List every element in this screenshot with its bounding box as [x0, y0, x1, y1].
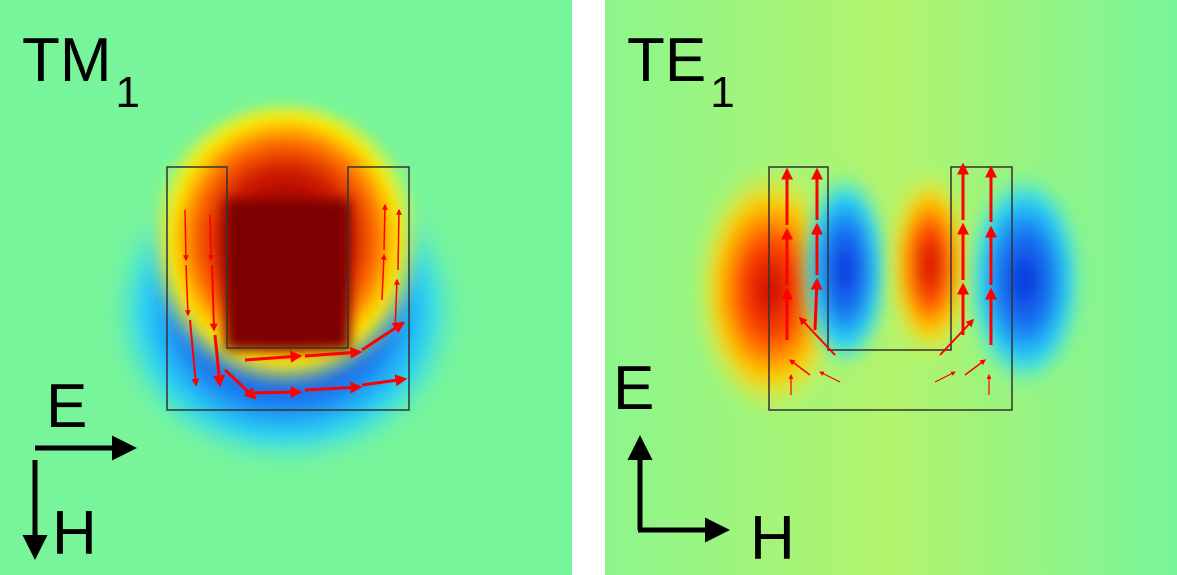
u-waveguide-outline — [166, 166, 410, 411]
mode-index: 1 — [710, 68, 735, 117]
inner-positive-lobe — [888, 170, 972, 360]
te1-field-map — [605, 0, 1177, 575]
mode-label-te1: TE1 — [627, 30, 735, 118]
core-field-region — [225, 200, 350, 350]
h-axis-label: H — [750, 504, 795, 573]
magnetic-field-arrows — [182, 203, 408, 400]
h-axis-label: H — [52, 499, 97, 568]
te1-field-panel: TE1 E H — [605, 0, 1177, 575]
tm1-field-panel: TM1 E H — [0, 0, 572, 575]
u-waveguide-outline — [768, 166, 1013, 411]
e-axis-label: E — [613, 354, 655, 423]
mode-name: TM — [22, 26, 112, 95]
magnetic-field-arrows — [781, 162, 997, 395]
inner-negative-lobe — [800, 170, 890, 370]
mode-name: TE — [627, 26, 707, 95]
right-negative-lobe — [965, 170, 1085, 390]
e-axis-label: E — [46, 372, 88, 441]
tm1-field-map — [0, 0, 572, 575]
mode-label-tm1: TM1 — [22, 30, 140, 118]
mode-index: 1 — [115, 68, 141, 117]
